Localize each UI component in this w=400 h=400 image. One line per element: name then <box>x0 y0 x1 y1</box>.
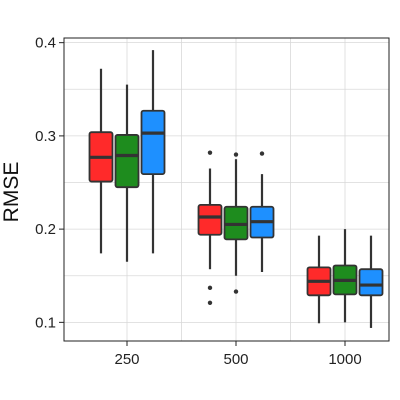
outlier-point <box>259 151 265 156</box>
box-500-series-1 <box>197 150 223 305</box>
box-1000-series-1 <box>306 235 332 324</box>
axis-ticks: 0.1 0.2 0.3 0.4 250 500 1000 <box>35 35 362 368</box>
box-iqr <box>358 268 384 297</box>
box-plots <box>88 50 384 328</box>
y-tick-label: 0.4 <box>35 35 56 52</box>
x-tick-label: 500 <box>223 351 248 368</box>
y-tick-label: 0.1 <box>35 314 56 331</box>
plot-frame <box>63 37 390 342</box>
box-250-series-2 <box>114 84 140 262</box>
box-1000-series-3 <box>358 235 384 328</box>
box-250-series-3 <box>140 50 166 254</box>
y-tick-label: 0.3 <box>35 128 56 145</box>
outlier-point <box>233 152 239 157</box>
box-500-series-3 <box>249 151 275 273</box>
y-tick-label: 0.2 <box>35 221 56 238</box>
outlier-point <box>207 300 213 305</box>
x-tick-label: 250 <box>114 351 139 368</box>
outlier-point <box>207 285 213 291</box>
box-1000-series-2 <box>332 229 358 323</box>
box-250-series-1 <box>88 68 114 254</box>
grid <box>64 38 389 341</box>
box-iqr <box>140 109 166 176</box>
box-iqr <box>114 134 140 189</box>
box-500-series-2 <box>223 152 249 294</box>
x-tick-label: 1000 <box>328 351 361 368</box>
outlier-point <box>207 150 213 155</box>
outlier-point <box>233 289 239 294</box>
y-axis-title: RMSE <box>0 162 23 223</box>
box-iqr <box>197 203 223 236</box>
